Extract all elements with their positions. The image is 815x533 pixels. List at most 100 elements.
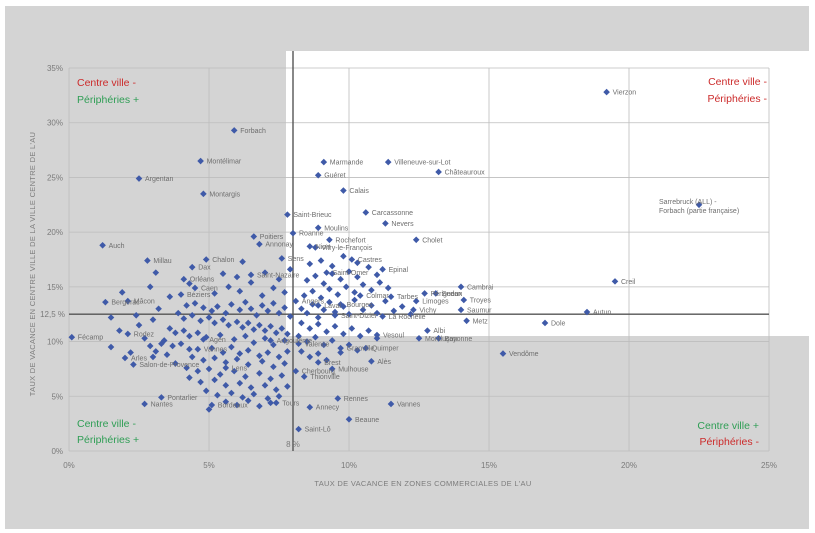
data-point <box>250 326 258 333</box>
data-point <box>216 331 224 339</box>
data-point <box>258 292 266 299</box>
data-point <box>603 88 610 96</box>
data-point <box>432 290 440 297</box>
data-point <box>281 304 288 311</box>
data-point <box>188 263 196 271</box>
data-point <box>244 319 252 327</box>
point-label: Périgueux <box>431 291 463 298</box>
data-point <box>278 325 286 332</box>
point-label: Bordeaux <box>218 403 248 410</box>
data-point <box>379 313 386 320</box>
data-point <box>135 321 143 329</box>
data-point <box>348 325 356 332</box>
data-point <box>149 353 157 361</box>
point-label: Annecy <box>316 405 340 412</box>
point-label: Lens <box>232 365 248 372</box>
y-axis-title: TAUX DE VACANCE EN CENTRE VILLE DE LA VI… <box>28 132 37 396</box>
data-point <box>239 324 246 331</box>
data-point <box>158 394 165 401</box>
point-label: Dax <box>198 265 211 272</box>
data-point <box>368 302 375 309</box>
point-label: Rochefort <box>335 237 365 244</box>
data-point <box>340 330 347 338</box>
data-point <box>342 283 350 291</box>
data-point <box>384 158 392 166</box>
data-point <box>298 305 305 313</box>
data-point <box>314 224 322 232</box>
point-label: Limoges <box>422 299 449 306</box>
data-point <box>356 332 364 340</box>
data-point <box>340 303 347 310</box>
data-point <box>146 342 154 350</box>
data-point <box>186 374 193 381</box>
data-point <box>230 367 238 375</box>
point-label: Cambrai <box>467 284 494 291</box>
quadrant-br-line2: Périphéries - <box>699 436 759 448</box>
data-point <box>435 168 442 176</box>
data-point <box>211 376 218 384</box>
data-point <box>250 390 258 398</box>
quadrant-tr-line1: Centre ville - <box>708 76 767 88</box>
data-point <box>387 293 395 301</box>
data-point <box>267 322 274 330</box>
data-point <box>278 372 286 379</box>
data-point <box>244 397 252 404</box>
point-label: Vendôme <box>509 351 539 358</box>
point-label: Sedan <box>442 291 462 298</box>
data-point <box>275 275 283 283</box>
dividers: 8 % 12,5 % <box>40 51 769 451</box>
data-point <box>295 332 302 340</box>
data-point <box>334 395 342 402</box>
data-point <box>197 378 204 386</box>
data-point <box>275 353 283 361</box>
data-point <box>272 399 280 407</box>
data-point <box>233 273 241 281</box>
point-label: Bourges <box>347 302 374 309</box>
data-point <box>149 316 157 323</box>
point-label: Saumur <box>467 307 492 314</box>
data-point <box>407 310 414 318</box>
data-point <box>435 334 442 342</box>
data-point <box>214 303 221 310</box>
data-point <box>331 312 339 319</box>
point-label: Fécamp <box>78 335 103 342</box>
point-label: Saint-Brieuc <box>293 212 332 219</box>
data-point <box>312 333 319 341</box>
point-label: Poitiers <box>260 234 284 241</box>
data-point <box>298 319 305 327</box>
x-ticks: 0% 5% 10% 15% 20% 25% <box>63 461 777 470</box>
point-label: Pontarlier <box>167 395 198 402</box>
data-point <box>197 317 204 325</box>
point-label: Valence <box>305 341 330 348</box>
data-point <box>314 350 322 357</box>
point-label: Mâcon <box>134 299 155 306</box>
point-label: Marmande <box>330 160 364 167</box>
data-point <box>337 275 344 283</box>
data-point <box>457 306 465 314</box>
x-tick-label: 25% <box>761 461 777 470</box>
data-point <box>326 285 333 293</box>
data-point <box>200 336 207 343</box>
point-label: Vesoul <box>383 333 404 340</box>
data-point <box>354 259 361 267</box>
point-label: Chalon <box>212 257 234 264</box>
data-point <box>225 283 232 291</box>
data-point <box>583 308 591 316</box>
point-label: Calais <box>349 188 369 195</box>
data-point <box>222 309 230 317</box>
data-point <box>228 301 235 308</box>
data-point <box>365 327 372 334</box>
data-point <box>267 337 274 344</box>
data-point <box>236 379 244 387</box>
x-divider-label: 8 % <box>286 440 300 449</box>
point-label: Laval <box>324 303 341 310</box>
data-point <box>172 329 179 337</box>
y-tick-label: 30% <box>47 119 63 128</box>
data-point <box>247 305 255 313</box>
data-point <box>132 312 140 319</box>
data-point <box>281 360 288 367</box>
data-point <box>200 304 207 311</box>
data-point <box>412 236 420 244</box>
data-point <box>384 284 392 292</box>
data-point <box>211 354 218 362</box>
